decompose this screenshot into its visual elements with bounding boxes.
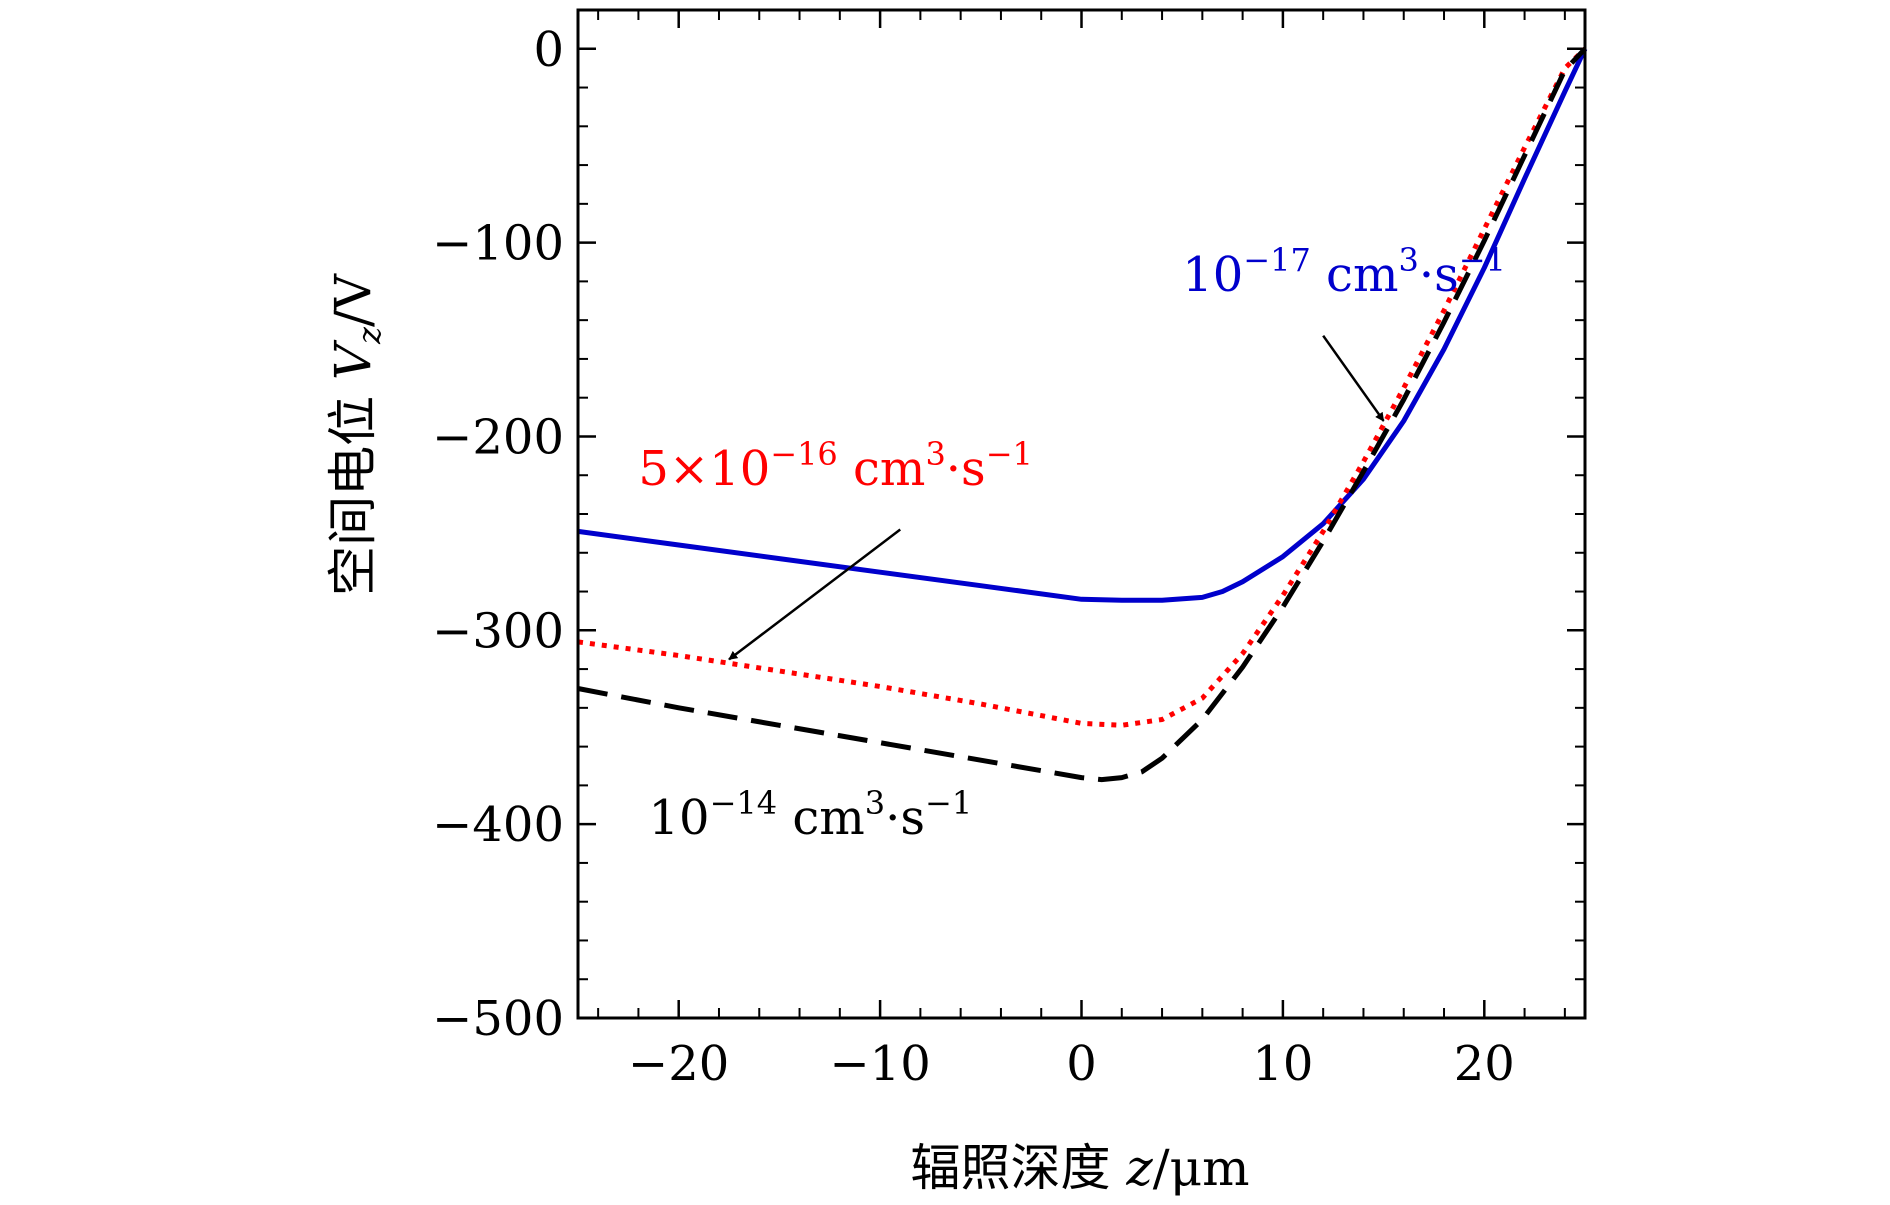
annotation-arrow-1	[728, 528, 901, 661]
series-label-2: 10−14 cm3·s−1	[648, 784, 972, 846]
x-tick-label: −20	[628, 1036, 729, 1092]
y-tick-label: 0	[533, 22, 564, 78]
y-axis-title-prefix: 空间电位	[324, 396, 382, 596]
x-tick-label: 0	[1066, 1036, 1097, 1092]
x-axis-title-prefix: 辐照深度	[910, 1139, 1110, 1197]
series-label-0: 10−17 cm3·s−1	[1182, 241, 1506, 303]
series-label-1: 5×10−16 cm3·s−1	[638, 435, 1032, 497]
x-tick-label: −10	[829, 1036, 930, 1092]
minor-ticks	[578, 10, 1585, 1018]
x-axis-title-unit: /μm	[1153, 1139, 1250, 1197]
y-tick-label: −400	[432, 797, 564, 853]
major-ticks	[578, 10, 1585, 1020]
series-layer	[577, 47, 1588, 783]
annotation-arrow-0	[1322, 334, 1385, 422]
series-line-0	[577, 47, 1588, 603]
y-axis-title: 空间电位 Vz/V	[324, 273, 388, 596]
x-tick-label: 20	[1454, 1036, 1515, 1092]
y-axis-title-sub: z	[350, 326, 388, 345]
plot-frame	[576, 8, 1587, 1020]
x-axis-title: 辐照深度 z/μm	[910, 1139, 1249, 1197]
y-axis-title-var: V	[324, 339, 382, 380]
y-axis-title-unit: /V	[324, 273, 382, 327]
y-tick-label: −100	[432, 216, 564, 272]
y-tick-label: −300	[432, 603, 564, 659]
x-tick-label: 10	[1252, 1036, 1313, 1092]
series-line-1	[577, 47, 1587, 728]
series-line-2	[577, 47, 1587, 783]
y-tick-label: −500	[432, 991, 564, 1047]
annotations: 10−17 cm3·s−1 5×10−16 cm3·s−1 10−14 cm3·s−…	[638, 241, 1505, 846]
x-axis-title-var: z	[1125, 1139, 1153, 1197]
tick-labels: −20 −10 0 10 200−100−200−300−400−500	[432, 22, 1515, 1092]
y-tick-label: −200	[432, 409, 564, 465]
